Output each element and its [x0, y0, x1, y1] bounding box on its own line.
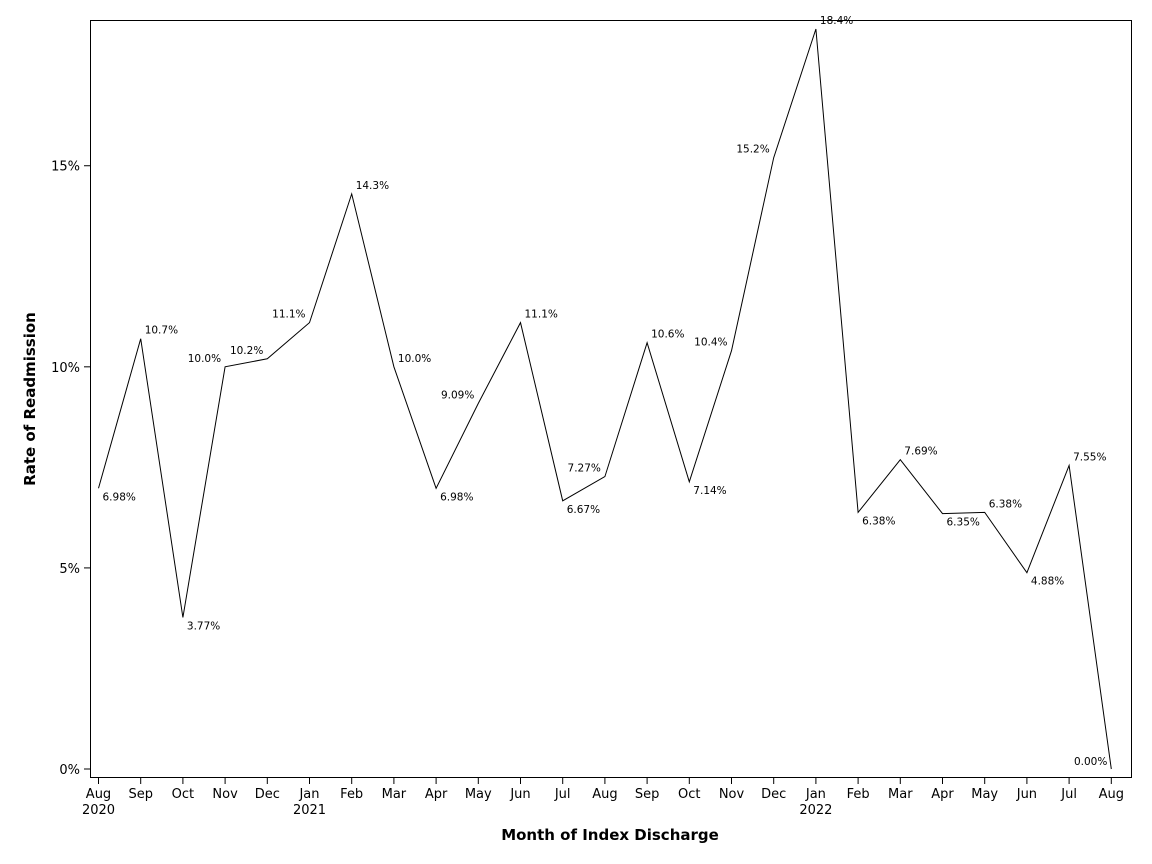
x-axis-title: Month of Index Discharge — [501, 826, 719, 844]
data-label: 0.00% — [1074, 756, 1107, 768]
data-label: 7.27% — [568, 463, 601, 475]
data-label: 6.67% — [567, 504, 600, 516]
data-label: 14.3% — [356, 180, 389, 192]
x-tick-year-label: 2020 — [82, 803, 115, 818]
x-tick-year-label: 2022 — [799, 803, 832, 818]
data-label: 7.14% — [693, 485, 726, 497]
y-tick-label: 0% — [59, 763, 80, 778]
x-tick-label: May — [465, 787, 492, 802]
data-label: 7.69% — [904, 446, 937, 458]
data-label: 6.98% — [103, 491, 136, 503]
x-tick-label: Mar — [888, 787, 913, 802]
data-label: 15.2% — [736, 144, 769, 156]
x-tick-label: Sep — [128, 787, 153, 802]
data-label: 11.1% — [525, 309, 558, 321]
data-label: 9.09% — [441, 389, 474, 401]
data-label: 11.1% — [272, 309, 305, 321]
data-label: 7.55% — [1073, 451, 1106, 463]
data-label: 18.4% — [820, 15, 853, 27]
data-label: 6.38% — [989, 498, 1022, 510]
x-tick-label: Jul — [1060, 787, 1077, 802]
y-tick-label: 5% — [59, 562, 80, 577]
data-label: 6.35% — [947, 517, 980, 529]
data-label: 6.38% — [862, 515, 895, 527]
series-layer — [98, 28, 1112, 770]
data-label: 10.4% — [694, 337, 727, 349]
x-tick-label: Dec — [761, 787, 786, 802]
y-tick-label: 15% — [51, 160, 80, 175]
data-label: 3.77% — [187, 620, 220, 632]
x-tick-label: Jun — [509, 787, 530, 802]
data-label: 10.0% — [188, 353, 221, 365]
y-axis-title: Rate of Readmission — [21, 312, 39, 486]
data-label: 10.7% — [145, 325, 178, 337]
x-tick-label: Nov — [719, 787, 745, 802]
y-axis: 0% 5% 10% 15% — [51, 160, 91, 778]
x-tick-label: May — [971, 787, 998, 802]
x-tick-label: Apr — [931, 787, 954, 802]
plot-frame — [90, 20, 1132, 778]
x-tick-label: Jan — [805, 787, 826, 802]
data-label: 4.88% — [1031, 576, 1064, 588]
x-tick-label: Feb — [847, 787, 870, 802]
data-labels: 6.98% 10.7% 3.77% 10.0% 10.2% 11.1% 14.3% 10.0%… — [103, 15, 1108, 768]
series-line — [98, 28, 1112, 770]
x-tick-label: Jul — [554, 787, 571, 802]
x-tick-label: Jan — [298, 787, 319, 802]
x-tick-label: Oct — [678, 787, 700, 802]
data-label: 10.2% — [230, 345, 263, 357]
x-tick-label: Oct — [172, 787, 194, 802]
y-tick-label: 10% — [51, 361, 80, 376]
data-label: 6.98% — [440, 491, 473, 503]
x-tick-label: Aug — [592, 787, 617, 802]
x-tick-label: Dec — [255, 787, 280, 802]
x-tick-label: Jun — [1016, 787, 1037, 802]
x-tick-label: Apr — [425, 787, 448, 802]
x-tick-label: Sep — [635, 787, 660, 802]
data-label: 10.6% — [651, 329, 684, 341]
x-tick-year-label: 2021 — [293, 803, 326, 818]
data-label: 10.0% — [398, 353, 431, 365]
x-tick-label: Aug — [1099, 787, 1124, 802]
x-tick-label: Nov — [212, 787, 238, 802]
x-tick-label: Aug — [86, 787, 111, 802]
x-tick-label: Mar — [382, 787, 407, 802]
x-tick-label: Feb — [340, 787, 363, 802]
